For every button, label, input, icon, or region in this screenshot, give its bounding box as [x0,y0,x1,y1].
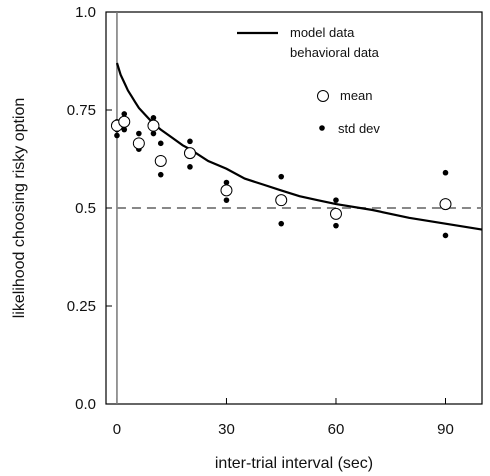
std-dev-point [223,197,230,203]
x-tick-label: 90 [437,421,454,438]
std-dev-point [333,197,339,203]
y-tick-label: 0.25 [67,298,96,315]
legend-behavioral-label: behavioral data [290,45,380,60]
std-dev-point [114,132,120,139]
std-dev-point [278,173,285,180]
std-dev-point [136,130,142,137]
mean-point [183,147,196,160]
std-dev-point [150,115,157,121]
std-dev-point [121,126,128,133]
std-dev-point [278,220,285,227]
mean-point [154,154,167,167]
x-tick-label: 0 [113,421,121,438]
std-dev-point [442,232,449,239]
std-dev-point [223,179,230,186]
y-axis-title: likelihood choosing risky option [11,98,28,319]
mean-point [220,184,233,197]
mean-point [147,119,160,132]
model-curve [115,62,483,231]
x-axis-title: inter-trial interval (sec) [215,455,373,472]
std-dev-point [333,222,339,229]
legend-std-marker [319,125,325,131]
legend-model-label: model data [290,25,355,40]
y-tick-label: 0.75 [67,102,96,119]
legend-mean-label: mean [340,88,373,103]
std-dev-point [150,130,157,137]
mean-point [439,198,452,211]
y-tick-label: 0.0 [75,396,96,413]
std-dev-point [187,164,193,170]
mean-point [329,207,342,220]
y-tick-label: 0.5 [75,200,96,217]
mean-point [132,137,145,150]
legend: model data behavioral data mean std dev [237,25,380,136]
mean-point [275,194,288,207]
std-dev-point [121,111,128,117]
std-dev-point [187,138,193,145]
y-tick-label: 1.0 [75,4,96,21]
legend-mean-marker [317,90,329,102]
x-tick-label: 60 [328,421,345,438]
mean-point [118,115,131,128]
std-dev-point [157,171,164,178]
legend-std-label: std dev [338,121,380,136]
std-dev-point [157,140,164,147]
x-tick-label: 30 [218,421,235,438]
std-dev-point [442,169,449,176]
plot-area: 0.0 0.25 0.5 0.75 1.0 0 30 60 90 inter-trial inte… [11,4,483,472]
